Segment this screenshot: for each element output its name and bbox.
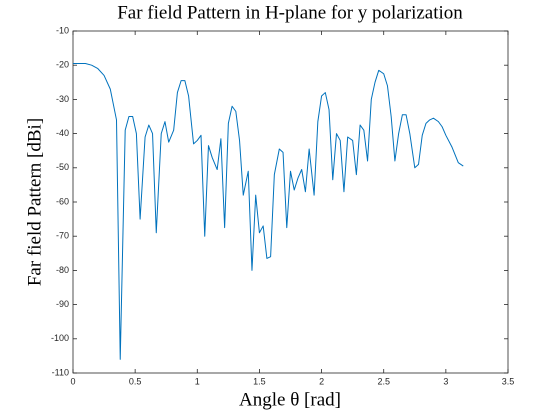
x-tick-label: 1.5	[253, 376, 266, 386]
x-tick-label: 0	[70, 376, 75, 386]
y-tick-label: -10	[56, 25, 69, 35]
y-tick-label: -40	[56, 128, 69, 138]
y-tick-label: -60	[56, 196, 69, 206]
x-tick-label: 3	[443, 376, 448, 386]
y-tick-label: -20	[56, 60, 69, 70]
y-tick-label: -50	[56, 162, 69, 172]
chart-title: Far field Pattern in H-plane for y polar…	[117, 2, 463, 23]
y-axis-label: Far field Pattern [dBi]	[24, 118, 45, 286]
plot-area	[72, 30, 509, 374]
x-tick-label: 0.5	[129, 376, 142, 386]
y-tick-label: -100	[51, 333, 69, 343]
x-tick-label: 2	[319, 376, 324, 386]
y-tick-label: -70	[56, 231, 69, 241]
x-tick-label: 1	[195, 376, 200, 386]
x-axis-label: Angle θ [rad]	[239, 389, 341, 410]
y-tick-label: -110	[52, 367, 69, 377]
data-line	[73, 62, 464, 360]
y-tick-label: -90	[56, 299, 69, 309]
y-tick-label: -30	[56, 94, 69, 104]
x-tick-label: 3.5	[502, 376, 515, 386]
y-tick-label: -80	[56, 265, 69, 275]
x-tick-label: 2.5	[377, 376, 390, 386]
